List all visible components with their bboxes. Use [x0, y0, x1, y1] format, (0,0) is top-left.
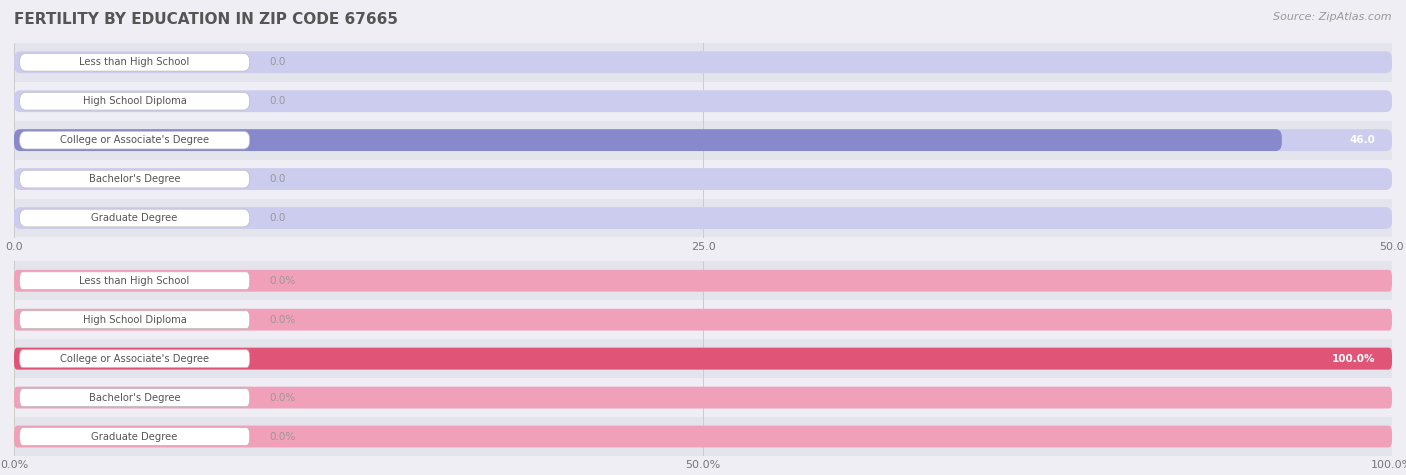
FancyBboxPatch shape: [14, 348, 1392, 370]
FancyBboxPatch shape: [20, 53, 250, 71]
Text: FERTILITY BY EDUCATION IN ZIP CODE 67665: FERTILITY BY EDUCATION IN ZIP CODE 67665: [14, 12, 398, 27]
FancyBboxPatch shape: [20, 209, 250, 227]
FancyBboxPatch shape: [14, 207, 1392, 229]
FancyBboxPatch shape: [14, 309, 1392, 331]
Text: Bachelor's Degree: Bachelor's Degree: [89, 174, 180, 184]
Text: 0.0: 0.0: [269, 174, 285, 184]
FancyBboxPatch shape: [20, 92, 250, 110]
Text: 0.0%: 0.0%: [269, 314, 295, 325]
Text: 46.0: 46.0: [1350, 135, 1375, 145]
Bar: [14, 261, 1392, 300]
Text: High School Diploma: High School Diploma: [83, 314, 187, 325]
Text: Source: ZipAtlas.com: Source: ZipAtlas.com: [1274, 12, 1392, 22]
Text: 0.0: 0.0: [269, 213, 285, 223]
Text: Graduate Degree: Graduate Degree: [91, 213, 177, 223]
Text: Less than High School: Less than High School: [80, 57, 190, 67]
Text: 0.0: 0.0: [269, 96, 285, 106]
Text: 100.0%: 100.0%: [1331, 353, 1375, 364]
Text: Less than High School: Less than High School: [80, 276, 190, 286]
Text: 0.0: 0.0: [269, 57, 285, 67]
FancyBboxPatch shape: [14, 270, 1392, 292]
FancyBboxPatch shape: [20, 131, 250, 149]
FancyBboxPatch shape: [14, 426, 1392, 447]
FancyBboxPatch shape: [14, 129, 1282, 151]
Text: Bachelor's Degree: Bachelor's Degree: [89, 392, 180, 403]
Bar: [14, 160, 1392, 199]
Text: High School Diploma: High School Diploma: [83, 96, 187, 106]
FancyBboxPatch shape: [20, 170, 250, 188]
Text: 0.0%: 0.0%: [269, 431, 295, 442]
FancyBboxPatch shape: [14, 387, 1392, 408]
Text: Graduate Degree: Graduate Degree: [91, 431, 177, 442]
FancyBboxPatch shape: [20, 389, 250, 407]
Text: 0.0%: 0.0%: [269, 276, 295, 286]
FancyBboxPatch shape: [14, 51, 1392, 73]
Bar: [14, 82, 1392, 121]
FancyBboxPatch shape: [20, 311, 250, 329]
Bar: [14, 300, 1392, 339]
FancyBboxPatch shape: [20, 272, 250, 290]
FancyBboxPatch shape: [14, 129, 1392, 151]
Text: College or Associate's Degree: College or Associate's Degree: [60, 135, 209, 145]
FancyBboxPatch shape: [14, 348, 1392, 370]
Bar: [14, 199, 1392, 238]
FancyBboxPatch shape: [14, 168, 1392, 190]
Bar: [14, 43, 1392, 82]
Text: College or Associate's Degree: College or Associate's Degree: [60, 353, 209, 364]
Text: 0.0%: 0.0%: [269, 392, 295, 403]
Bar: [14, 378, 1392, 417]
Bar: [14, 339, 1392, 378]
Bar: [14, 121, 1392, 160]
FancyBboxPatch shape: [20, 350, 250, 368]
FancyBboxPatch shape: [20, 428, 250, 446]
FancyBboxPatch shape: [14, 90, 1392, 112]
Bar: [14, 417, 1392, 456]
